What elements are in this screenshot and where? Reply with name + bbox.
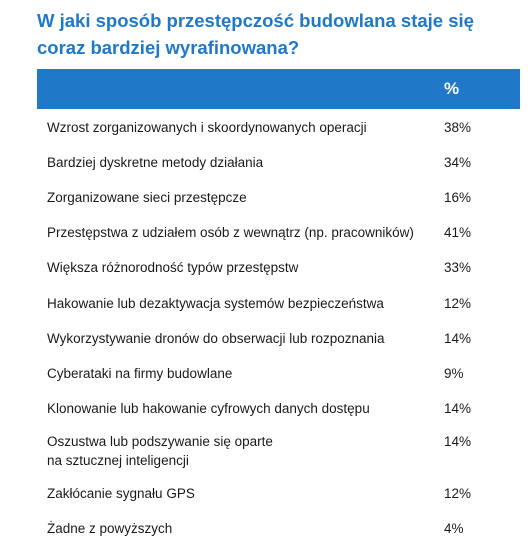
row-label: Żadne z powyższych — [47, 521, 173, 536]
row-label: Zorganizowane sieci przestępcze — [47, 190, 247, 205]
row-value: 38% — [444, 120, 472, 135]
percent-column-header: % — [444, 79, 460, 98]
row-label: Cyberataki na firmy budowlane — [47, 366, 233, 381]
row-value: 12% — [444, 296, 472, 311]
row-label: Bardziej dyskretne metody działania — [47, 155, 264, 170]
chart-title: W jaki sposób przestępczość budowlana st… — [37, 10, 474, 58]
row-label: Hakowanie lub dezaktywacja systemów bezp… — [47, 296, 384, 311]
row-value: 14% — [444, 401, 472, 416]
row-label: Wzrost zorganizowanych i skoordynowanych… — [47, 120, 367, 135]
row-value: 16% — [444, 190, 472, 205]
table-header: % — [37, 69, 520, 109]
row-label: Klonowanie lub hakowanie cyfrowych danyc… — [47, 401, 370, 416]
row-value: 34% — [444, 155, 472, 170]
row-value: 14% — [444, 331, 472, 346]
row-label: Przestępstwa z udziałem osób z wewnątrz … — [47, 225, 414, 240]
row-value: 14% — [444, 434, 472, 449]
row-value: 4% — [444, 521, 464, 536]
row-label: Oszustwa lub podszywanie się oparte na s… — [47, 434, 273, 468]
row-label: Zakłócanie sygnału GPS — [47, 486, 195, 501]
row-value: 33% — [444, 260, 472, 275]
row-label: Większa różnorodność typów przestępstw — [47, 260, 299, 275]
row-value: 12% — [444, 486, 472, 501]
row-value: 9% — [444, 366, 464, 381]
row-value: 41% — [444, 225, 472, 240]
row-label: Wykorzystywanie dronów do obserwacji lub… — [47, 331, 385, 346]
